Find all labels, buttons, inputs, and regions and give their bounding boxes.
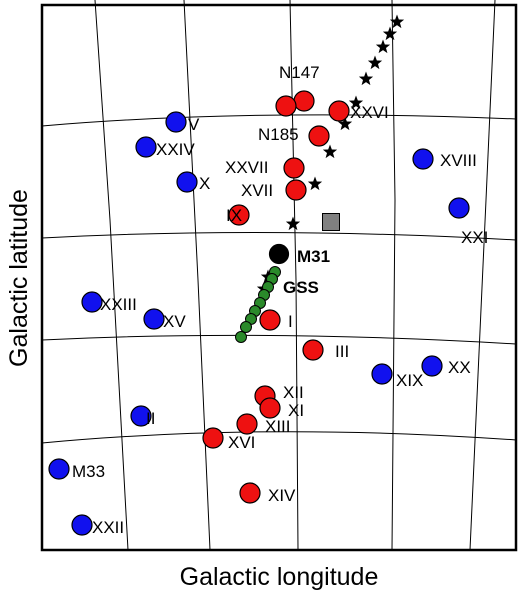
star-marker	[307, 176, 323, 191]
data-point	[165, 111, 187, 133]
star-marker	[389, 14, 405, 29]
point-label: XXI	[461, 228, 488, 247]
data-point	[285, 179, 307, 201]
data-point	[328, 100, 350, 122]
data-point	[371, 363, 393, 385]
point-label: XVIII	[440, 151, 477, 170]
point-label: IX	[226, 206, 242, 225]
stream-point	[235, 331, 247, 343]
data-point	[259, 309, 281, 331]
data-point	[202, 427, 224, 449]
data-point	[81, 291, 103, 313]
grid-meridian	[289, 0, 299, 551]
point-label: I	[288, 312, 293, 331]
point-label: XX	[448, 358, 471, 377]
point-label: XXIV	[156, 140, 195, 159]
point-label: M31	[297, 247, 330, 266]
point-label: N185	[258, 125, 299, 144]
point-label: XXIII	[100, 295, 137, 314]
data-point	[239, 482, 261, 504]
points-layer	[48, 90, 470, 536]
point-label: II	[146, 409, 155, 428]
point-label: N147	[279, 63, 320, 82]
data-point	[71, 514, 93, 536]
grid-meridian	[183, 0, 211, 551]
data-point	[308, 125, 330, 147]
grid-parallel	[41, 231, 517, 241]
data-point	[283, 157, 305, 179]
star-marker	[375, 39, 391, 54]
grid-meridian	[94, 0, 129, 551]
point-label: XII	[283, 383, 304, 402]
data-point	[135, 136, 157, 158]
stream-label: GSS	[283, 278, 319, 297]
data-point	[176, 171, 198, 193]
data-point	[236, 413, 258, 435]
point-label: XI	[288, 401, 304, 420]
grid-meridian	[391, 0, 396, 551]
stream-point	[240, 321, 252, 333]
data-point	[143, 308, 165, 330]
stream-layer	[235, 266, 281, 343]
star-marker	[337, 116, 353, 131]
data-point	[268, 243, 290, 265]
star-marker	[367, 55, 383, 70]
data-point	[412, 148, 434, 170]
point-label: X	[199, 174, 210, 193]
grid-meridian	[469, 0, 496, 551]
point-label: XIX	[396, 371, 423, 390]
point-label: III	[335, 342, 349, 361]
x-axis-title: Galactic longitude	[180, 563, 379, 591]
star-marker	[285, 216, 301, 231]
data-point	[302, 339, 324, 361]
square-marker	[322, 213, 340, 231]
star-marker	[322, 144, 338, 159]
y-axis-title: Galactic latitude	[5, 189, 33, 367]
point-label: XIV	[268, 486, 296, 505]
star-marker	[348, 95, 364, 110]
point-label: XVI	[228, 433, 255, 452]
plot-frame	[40, 3, 518, 552]
data-point	[293, 90, 315, 112]
data-point	[448, 197, 470, 219]
data-point	[130, 405, 152, 427]
point-label: XXVII	[225, 158, 268, 177]
square-layer	[322, 213, 340, 231]
grid-parallel	[41, 114, 517, 127]
point-label: XXVI	[350, 103, 389, 122]
point-label: XIII	[265, 417, 291, 436]
data-point	[259, 397, 281, 419]
point-label: XXII	[92, 518, 124, 537]
grid-parallel	[41, 334, 517, 345]
point-label: XV	[163, 312, 186, 331]
point-label: XVII	[241, 181, 273, 200]
data-point	[48, 458, 70, 480]
grid-parallel	[41, 431, 517, 444]
data-point	[228, 204, 250, 226]
point-label: V	[188, 115, 200, 134]
labels-layer: N147XXVIN185XXVIIXVIIIXIIIIXIIXIXIIIXVIX…	[72, 63, 488, 537]
point-label: M33	[72, 462, 105, 481]
grid-lines	[41, 0, 517, 551]
star-marker	[382, 26, 398, 41]
star-marker	[358, 71, 374, 86]
data-point	[275, 95, 297, 117]
data-point	[421, 355, 443, 377]
